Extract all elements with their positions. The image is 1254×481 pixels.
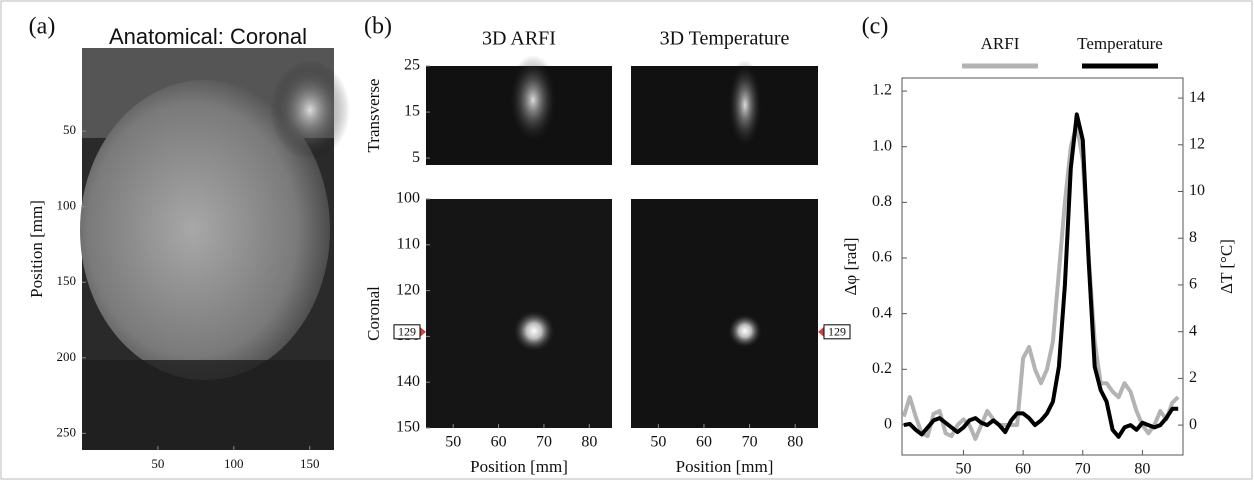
slice-marker: [818, 326, 824, 337]
y-tick-label: 200: [57, 349, 77, 364]
y2-tick-label: 14: [1189, 89, 1205, 106]
y2-tick-label: 12: [1189, 135, 1205, 152]
temperature-coronal-image: [631, 199, 818, 428]
panel-label: (a): [29, 14, 56, 40]
x-tick-label: 50: [445, 434, 461, 451]
data-line: [901, 122, 1180, 441]
data-line: [903, 112, 1179, 439]
y-tick-label: 0.6: [872, 249, 892, 266]
x-axis-label: Position [mm]: [676, 457, 774, 476]
panel-title: 3D ARFI: [482, 28, 556, 50]
panel-title: 3D Temperature: [660, 28, 790, 50]
y-tick-label: 15: [404, 103, 420, 120]
legend-label: ARFI: [981, 34, 1020, 53]
y-tick-label: 50: [63, 122, 76, 137]
y-tick-label: 110: [397, 235, 420, 252]
panel-label: (b): [364, 14, 392, 40]
x-tick-label: 80: [581, 434, 597, 451]
y-axis-label: Transverse: [364, 79, 383, 153]
x-tick-label: 60: [1015, 461, 1031, 478]
slice-label-box: [823, 324, 851, 340]
x-tick-label: 70: [536, 434, 552, 451]
y-tick-label: 140: [396, 373, 420, 390]
y-axis-label: Position [mm]: [27, 200, 46, 298]
x-tick-label: 80: [787, 434, 803, 451]
y2-tick-label: 2: [1189, 369, 1197, 386]
x-tick-label: 60: [491, 434, 507, 451]
y-tick-label: 100: [57, 198, 77, 213]
y2-tick-label: 8: [1189, 229, 1197, 246]
y-axis-label: Δφ [rad]: [841, 237, 860, 295]
y-tick-label: 100: [396, 190, 420, 207]
y2-tick-label: 0: [1189, 416, 1197, 433]
y2-tick-label: 4: [1189, 322, 1197, 339]
y-tick-label: 150: [396, 419, 420, 436]
y2-tick-label: 6: [1189, 276, 1197, 293]
x-tick-label: 50: [650, 434, 666, 451]
arfi-coronal-image: [426, 199, 612, 428]
slice-label: 129: [398, 325, 416, 339]
y-tick-label: 25: [404, 57, 420, 74]
x-axis-label: Position [mm]: [470, 457, 568, 476]
x-tick-label: 150: [300, 456, 320, 471]
y-tick-label: 120: [396, 281, 420, 298]
legend-label: Temperature: [1077, 34, 1163, 53]
x-tick-label: 100: [224, 456, 244, 471]
slice-label: 129: [828, 325, 846, 339]
panel-label: (c): [862, 14, 889, 40]
x-tick-label: 80: [1134, 461, 1150, 478]
y-axis-label: Coronal: [364, 286, 383, 341]
arfi-transverse-image: [426, 55, 612, 165]
y-tick-label: 0.4: [872, 304, 892, 321]
x-tick-label: 50: [151, 456, 164, 471]
slice-marker: [420, 326, 426, 337]
x-tick-label: 50: [955, 461, 971, 478]
y2-axis-label: ΔT [°C]: [1217, 239, 1236, 294]
y-tick-label: 150: [57, 273, 77, 288]
y-tick-label: 0.8: [872, 193, 892, 210]
x-tick-label: 60: [696, 434, 712, 451]
x-tick-label: 70: [1075, 461, 1091, 478]
y-tick-label: 1.2: [872, 82, 892, 99]
temperature-transverse-image: [631, 60, 818, 165]
x-tick-label: 70: [742, 434, 758, 451]
y-tick-label: 1.0: [872, 137, 892, 154]
y-tick-label: 5: [412, 149, 420, 166]
y-tick-label: 250: [57, 424, 77, 439]
slice-label-box: [393, 324, 421, 340]
y2-tick-label: 10: [1189, 182, 1205, 199]
plot-frame: [901, 77, 1184, 456]
y-tick-label: 0.2: [872, 360, 892, 377]
panel-title: Anatomical: Coronal: [109, 24, 307, 49]
y-tick-label: 0: [884, 416, 892, 433]
anatomical-image: [80, 48, 350, 450]
